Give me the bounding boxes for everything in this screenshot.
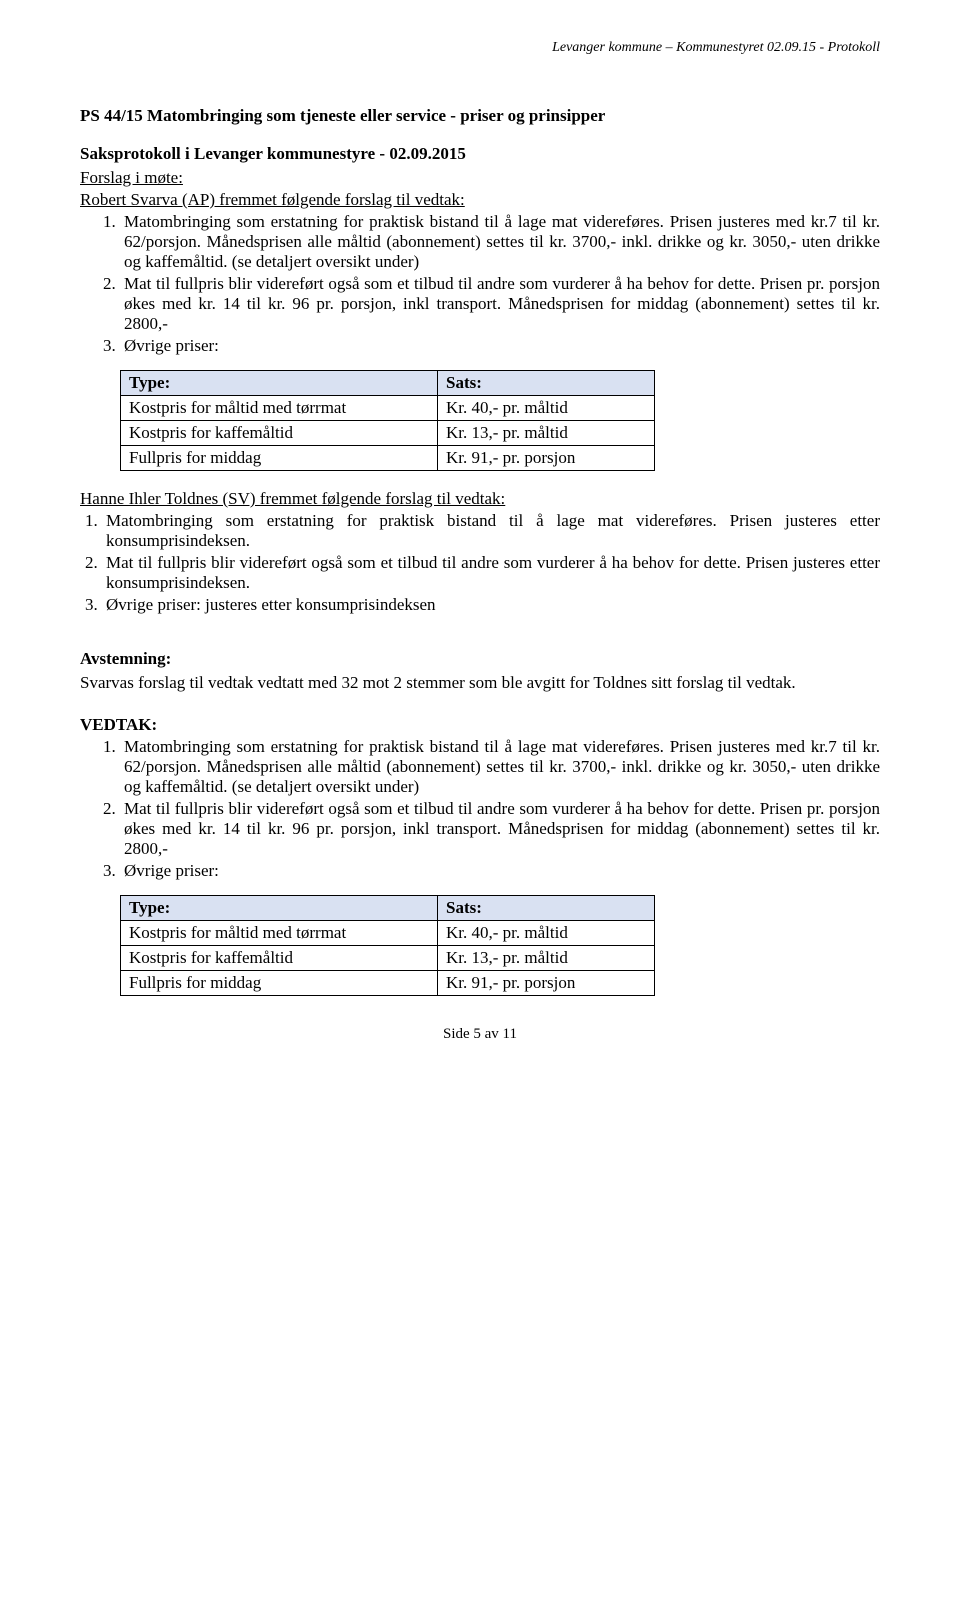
table-row: Kostpris for kaffemåltid Kr. 13,- pr. må…: [121, 946, 655, 971]
list-item: Mat til fullpris blir videreført også so…: [120, 274, 880, 334]
list-item: Matombringing som erstatning for praktis…: [102, 511, 880, 551]
table-cell: Kr. 40,- pr. måltid: [438, 396, 655, 421]
table-cell: Kostpris for kaffemåltid: [121, 421, 438, 446]
table-header-row: Type: Sats:: [121, 896, 655, 921]
protocol-line: Saksprotokoll i Levanger kommunestyre - …: [80, 144, 880, 164]
vedtak-label: VEDTAK:: [80, 715, 880, 735]
table-cell: Kr. 91,- pr. porsjon: [438, 971, 655, 996]
table-header-type: Type:: [121, 371, 438, 396]
table-row: Fullpris for middag Kr. 91,- pr. porsjon: [121, 971, 655, 996]
table-cell: Kr. 13,- pr. måltid: [438, 946, 655, 971]
svarva-list: Matombringing som erstatning for praktis…: [80, 212, 880, 356]
table-row: Fullpris for middag Kr. 91,- pr. porsjon: [121, 446, 655, 471]
table-row: Kostpris for kaffemåltid Kr. 13,- pr. må…: [121, 421, 655, 446]
table-header-sats: Sats:: [438, 896, 655, 921]
list-item: Øvrige priser: justeres etter konsumpris…: [102, 595, 880, 615]
table-header-type: Type:: [121, 896, 438, 921]
list-item: Matombringing som erstatning for praktis…: [120, 737, 880, 797]
table-cell: Fullpris for middag: [121, 446, 438, 471]
price-table-1: Type: Sats: Kostpris for måltid med tørr…: [120, 370, 655, 471]
list-item: Mat til fullpris blir videreført også so…: [102, 553, 880, 593]
avstemning-label: Avstemning:: [80, 649, 880, 669]
list-item: Øvrige priser:: [120, 861, 880, 881]
vedtak-list: Matombringing som erstatning for praktis…: [80, 737, 880, 881]
list-item: Matombringing som erstatning for praktis…: [120, 212, 880, 272]
avstemning-text: Svarvas forslag til vedtak vedtatt med 3…: [80, 673, 880, 693]
table-cell: Kostpris for kaffemåltid: [121, 946, 438, 971]
list-item: Øvrige priser:: [120, 336, 880, 356]
list-item: Mat til fullpris blir videreført også so…: [120, 799, 880, 859]
case-title: PS 44/15 Matombringing som tjeneste elle…: [80, 106, 880, 126]
forslag-heading: Forslag i møte:: [80, 168, 880, 188]
table-cell: Kostpris for måltid med tørrmat: [121, 921, 438, 946]
table-row: Kostpris for måltid med tørrmat Kr. 40,-…: [121, 396, 655, 421]
table-cell: Kr. 13,- pr. måltid: [438, 421, 655, 446]
svarva-intro: Robert Svarva (AP) fremmet følgende fors…: [80, 190, 880, 210]
page-header-right: Levanger kommune – Kommunestyret 02.09.1…: [80, 40, 880, 56]
table-cell: Kostpris for måltid med tørrmat: [121, 396, 438, 421]
table-header-row: Type: Sats:: [121, 371, 655, 396]
table-cell: Fullpris for middag: [121, 971, 438, 996]
page-footer: Side 5 av 11: [80, 1026, 880, 1043]
table-cell: Kr. 91,- pr. porsjon: [438, 446, 655, 471]
table-row: Kostpris for måltid med tørrmat Kr. 40,-…: [121, 921, 655, 946]
toldnes-list: Matombringing som erstatning for praktis…: [80, 511, 880, 615]
price-table-2: Type: Sats: Kostpris for måltid med tørr…: [120, 895, 655, 996]
document-page: Levanger kommune – Kommunestyret 02.09.1…: [0, 0, 960, 1073]
table-cell: Kr. 40,- pr. måltid: [438, 921, 655, 946]
table-header-sats: Sats:: [438, 371, 655, 396]
toldnes-intro: Hanne Ihler Toldnes (SV) fremmet følgend…: [80, 489, 880, 509]
